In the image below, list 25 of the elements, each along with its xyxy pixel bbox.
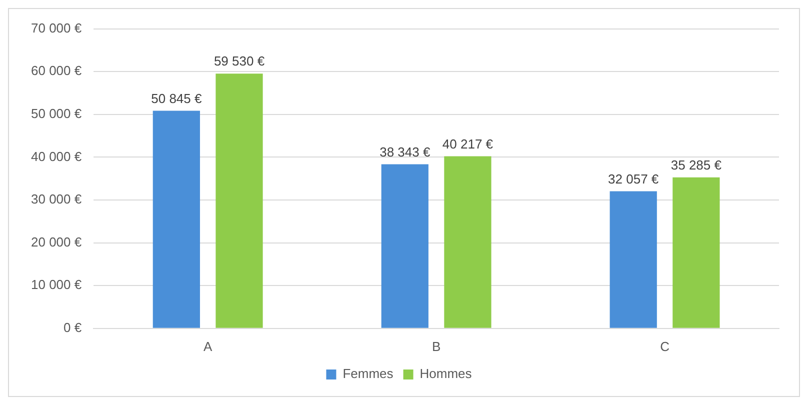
bar (381, 164, 428, 328)
bar (216, 74, 263, 328)
legend-label: Femmes (342, 366, 394, 382)
y-tick-label: 20 000 € (30, 234, 82, 250)
y-tick-label: 60 000 € (30, 63, 82, 78)
legend-label: Hommes (420, 366, 472, 382)
y-tick-label: 10 000 € (30, 277, 82, 292)
y-tick-label: 50 000 € (30, 106, 82, 121)
bar (672, 177, 720, 328)
bar (444, 156, 492, 328)
data-label: 40 217 € (442, 136, 494, 152)
y-tick-label: 40 000 € (30, 148, 82, 164)
y-tick-label: 70 000 € (30, 20, 82, 36)
x-tick-label: B (432, 338, 441, 354)
y-tick-label: 0 € (64, 320, 82, 335)
bar (610, 191, 657, 328)
x-tick-label: A (204, 338, 212, 354)
data-label: 38 343 € (380, 144, 431, 160)
bar (152, 110, 200, 328)
x-tick-label: C (660, 338, 670, 354)
data-label: 35 285 € (670, 157, 722, 172)
y-tick-label: 30 000 € (30, 192, 82, 207)
data-label: 32 057 € (608, 171, 660, 186)
data-label: 50 845 € (151, 90, 202, 106)
data-label: 59 530 € (214, 54, 266, 69)
